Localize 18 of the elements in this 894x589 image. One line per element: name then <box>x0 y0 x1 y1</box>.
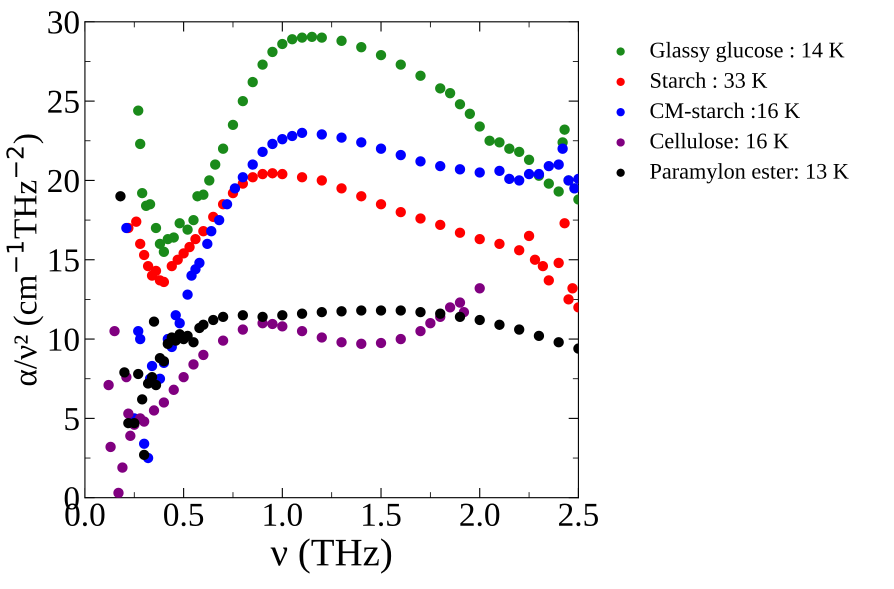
x-tick-label: 2.5 <box>559 504 598 526</box>
x-tick-label: 2.0 <box>460 504 500 526</box>
legend-label: CM-starch :16 K <box>650 102 800 118</box>
x-tick-label: 1.0 <box>264 504 302 526</box>
x-tick-label: 1.5 <box>363 504 401 526</box>
x-axis-title: ν (THz) <box>270 538 392 574</box>
legend-label: Paramylon ester: 13 K <box>650 163 849 184</box>
legend-label: Cellulose: 16 K <box>650 132 789 149</box>
x-tick-label: 0.5 <box>164 504 204 526</box>
y-tick-label: 15 <box>50 249 79 272</box>
y-tick-label: 20 <box>48 170 79 192</box>
y-tick-label: 5 <box>65 408 79 430</box>
y-tick-label: 30 <box>48 11 79 34</box>
y-tick-label: 25 <box>48 90 79 114</box>
y-tick-label: 10 <box>50 328 79 351</box>
y-axis-title: α/ν² (cm$^{−1}$THz$^{−2}$) <box>6 134 44 386</box>
legend-label: Glassy glucose : 14 K <box>650 42 844 62</box>
legend-label: Starch : 33 K <box>651 72 768 88</box>
